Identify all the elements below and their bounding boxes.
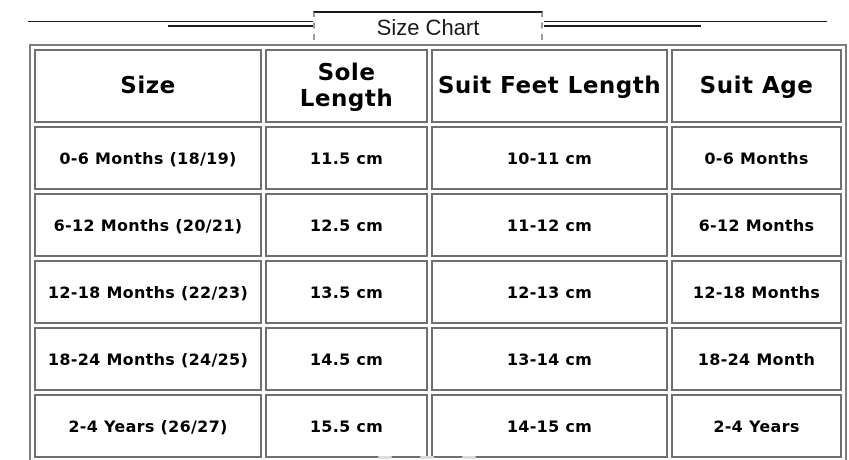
- table-cell: 6-12 Months (20/21): [34, 193, 262, 257]
- header-rule-right-short: [544, 25, 701, 27]
- cropped-text-artifact: [378, 456, 508, 460]
- title-box: Size Chart: [313, 11, 543, 40]
- table-cell: 12-18 Months: [671, 260, 842, 324]
- table-cell: 11.5 cm: [265, 126, 428, 190]
- header-rule-right-long: [544, 21, 827, 22]
- table-row: 2-4 Years (26/27) 15.5 cm 14-15 cm 2-4 Y…: [34, 394, 842, 458]
- header-cell-sole-length: Sole Length: [265, 49, 428, 123]
- table-cell: 14.5 cm: [265, 327, 428, 391]
- table-cell: 2-4 Years (26/27): [34, 394, 262, 458]
- header-rule-left-long: [28, 21, 314, 22]
- table-cell: 14-15 cm: [431, 394, 668, 458]
- table-cell: 15.5 cm: [265, 394, 428, 458]
- size-chart-table: Size Sole Length Suit Feet Length Suit A…: [29, 44, 847, 460]
- table-cell: 2-4 Years: [671, 394, 842, 458]
- table-row: 18-24 Months (24/25) 14.5 cm 13-14 cm 18…: [34, 327, 842, 391]
- page-title: Size Chart: [376, 14, 480, 40]
- table-cell: 10-11 cm: [431, 126, 668, 190]
- header-cell-suit-feet-length: Suit Feet Length: [431, 49, 668, 123]
- table-cell: 13-14 cm: [431, 327, 668, 391]
- table-cell: 18-24 Months (24/25): [34, 327, 262, 391]
- header-cell-size: Size: [34, 49, 262, 123]
- header-cell-suit-age: Suit Age: [671, 49, 842, 123]
- table-cell: 11-12 cm: [431, 193, 668, 257]
- table-row: 0-6 Months (18/19) 11.5 cm 10-11 cm 0-6 …: [34, 126, 842, 190]
- table-cell: 12-18 Months (22/23): [34, 260, 262, 324]
- table-cell: 12.5 cm: [265, 193, 428, 257]
- table-cell: 0-6 Months: [671, 126, 842, 190]
- table-cell: 13.5 cm: [265, 260, 428, 324]
- table-cell: 12-13 cm: [431, 260, 668, 324]
- table-cell: 6-12 Months: [671, 193, 842, 257]
- table-row: 6-12 Months (20/21) 12.5 cm 11-12 cm 6-1…: [34, 193, 842, 257]
- header-rule-left-short: [168, 25, 314, 27]
- table-row: 12-18 Months (22/23) 13.5 cm 12-13 cm 12…: [34, 260, 842, 324]
- table-header-row: Size Sole Length Suit Feet Length Suit A…: [34, 49, 842, 123]
- table-cell: 0-6 Months (18/19): [34, 126, 262, 190]
- table-cell: 18-24 Month: [671, 327, 842, 391]
